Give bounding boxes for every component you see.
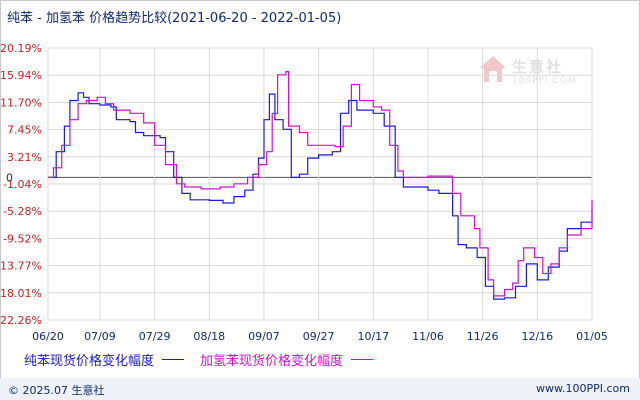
y-tick-label: 20.19% bbox=[0, 42, 42, 55]
y-tick-label: 11.70% bbox=[0, 96, 42, 109]
legend-item-series1: 纯苯现货价格变化幅度 bbox=[24, 350, 185, 369]
x-tick-label: 11/26 bbox=[467, 330, 499, 343]
y-tick-label: -1.04% bbox=[3, 178, 42, 191]
x-tick-label: 07/29 bbox=[139, 330, 171, 343]
chart-title: 纯苯 - 加氢苯 价格趋势比较(2021-06-20 - 2022-01-05) bbox=[7, 11, 342, 26]
series-line-2 bbox=[48, 71, 593, 297]
series-line-1 bbox=[48, 92, 593, 300]
footer-copyright: © 2025.07 生意社 bbox=[8, 384, 105, 397]
watermark-text: 生意社 bbox=[512, 58, 564, 76]
x-tick-label: 10/17 bbox=[357, 330, 389, 343]
x-tick-label: 01/05 bbox=[576, 330, 608, 343]
y-tick-label: 3.21% bbox=[7, 151, 42, 164]
legend-label-series2: 加氢苯现货价格变化幅度 bbox=[200, 354, 344, 369]
x-tick-label: 12/16 bbox=[521, 330, 553, 343]
watermark-subtext: 100PPI.COM bbox=[512, 76, 577, 86]
y-tick-label: -18.01% bbox=[0, 287, 42, 300]
y-tick-label: 15.94% bbox=[0, 69, 42, 82]
x-axis-ticks: 06/20 07/09 07/29 08/18 09/07 09/27 10/17 11/06… bbox=[32, 330, 608, 343]
legend-label-series1: 纯苯现货价格变化幅度 bbox=[24, 354, 155, 369]
y-tick-label: -9.52% bbox=[3, 232, 42, 245]
legend-item-series2: 加氢苯现货价格变化幅度 bbox=[200, 350, 374, 369]
footer-website: www.100PPI.com bbox=[536, 382, 630, 395]
y-tick-label: -5.28% bbox=[3, 205, 42, 218]
series-lines bbox=[48, 71, 593, 300]
zero-tick-label: 0 bbox=[6, 171, 13, 184]
y-tick-label: -22.26% bbox=[0, 314, 42, 327]
y-axis-ticks: 20.19% 15.94% 11.70% 7.45% 3.21% -1.04% -5.28%… bbox=[0, 42, 42, 327]
x-tick-label: 09/07 bbox=[248, 330, 280, 343]
x-tick-label: 07/09 bbox=[84, 330, 116, 343]
x-tick-label: 06/20 bbox=[32, 330, 64, 343]
y-tick-label: 7.45% bbox=[7, 124, 42, 137]
legend-swatch-series1 bbox=[162, 359, 185, 360]
x-tick-label: 09/27 bbox=[303, 330, 335, 343]
footer-bar: © 2025.07 生意社 www.100PPI.com bbox=[0, 378, 640, 400]
x-tick-label: 11/06 bbox=[412, 330, 444, 343]
y-tick-label: -13.77% bbox=[0, 260, 42, 273]
grid-lines bbox=[47, 47, 593, 321]
legend-swatch-series2 bbox=[351, 359, 374, 360]
x-tick-label: 08/18 bbox=[193, 330, 225, 343]
